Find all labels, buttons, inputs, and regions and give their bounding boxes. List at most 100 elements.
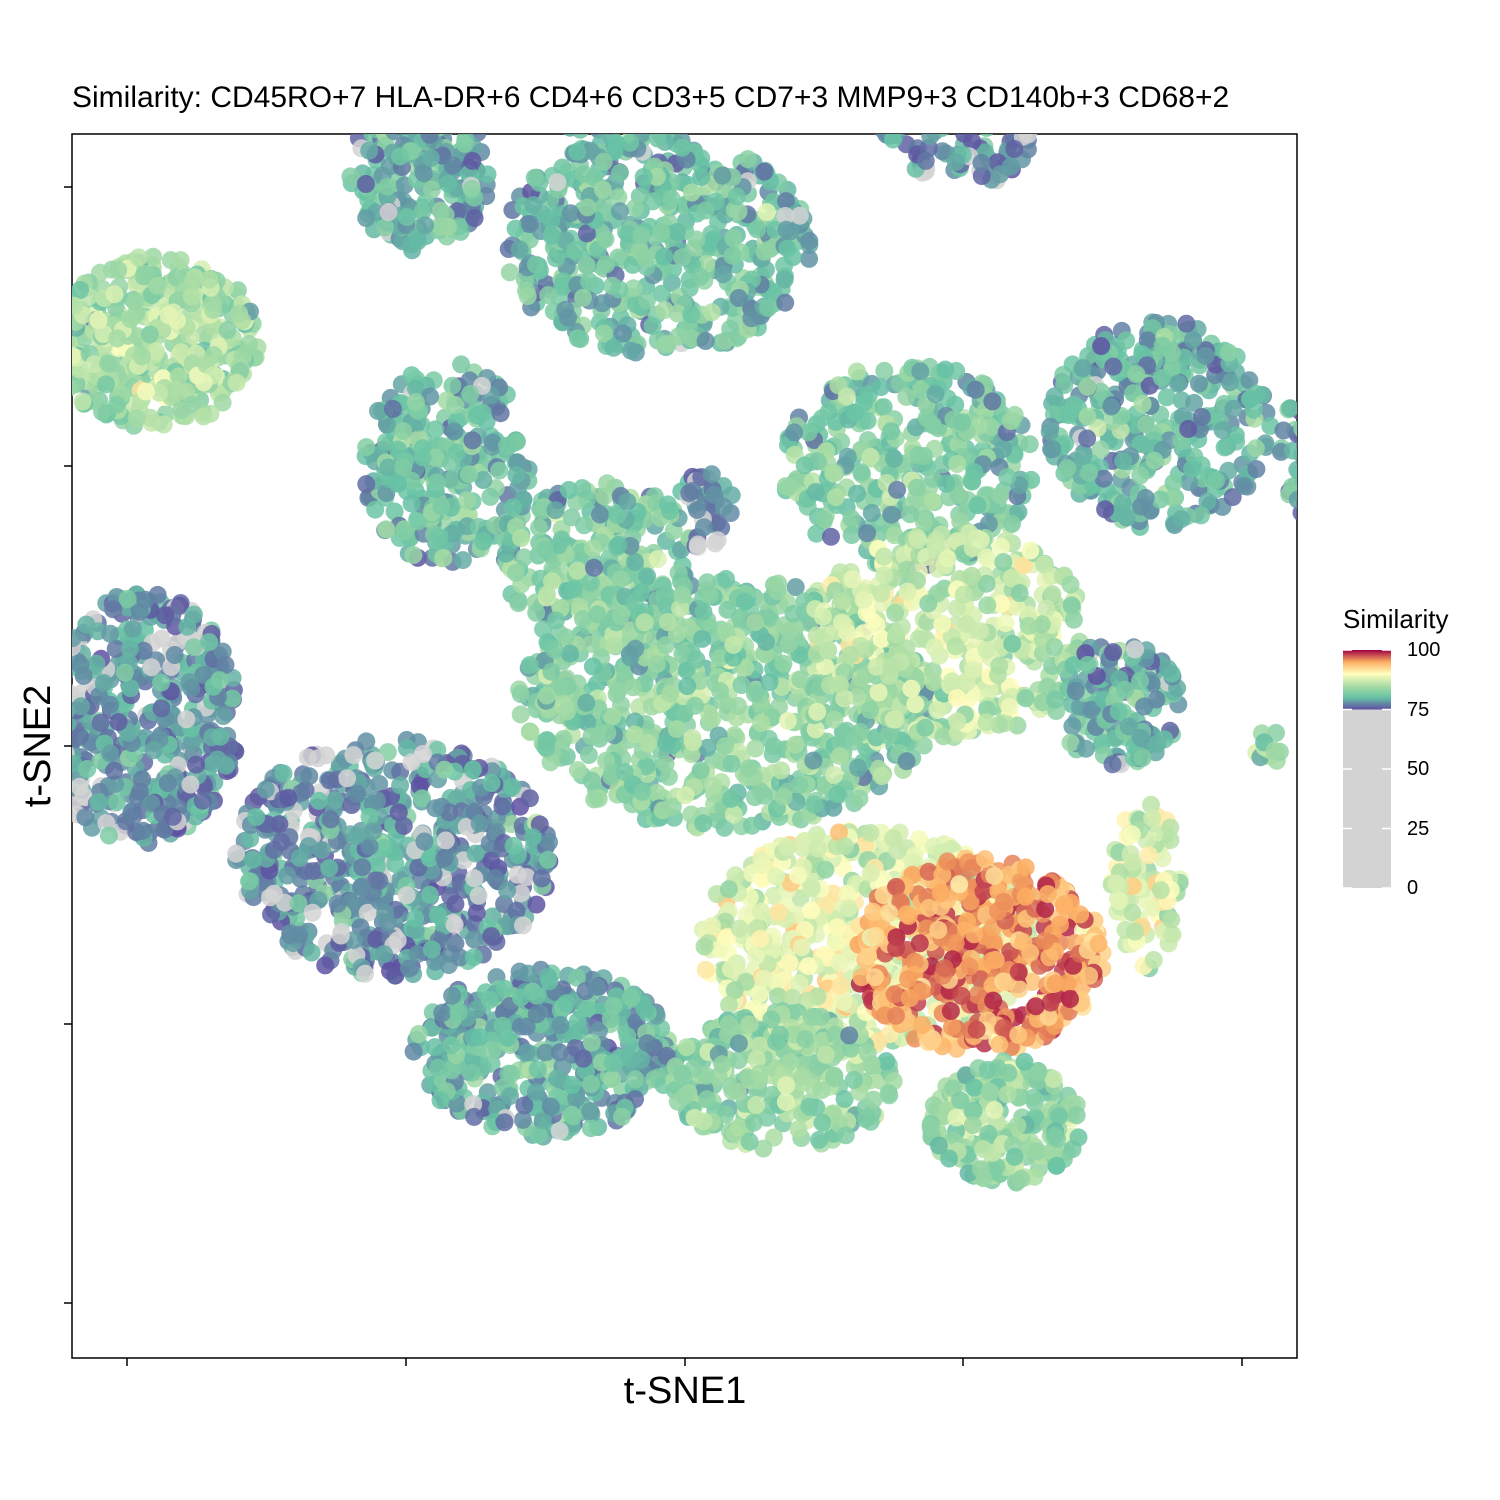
data-point (1092, 337, 1111, 356)
data-point (511, 685, 530, 703)
data-point (680, 279, 699, 298)
data-point (899, 0, 917, 17)
data-point (580, 272, 598, 291)
data-point (721, 319, 740, 338)
data-point (570, 31, 588, 49)
data-point (1387, 362, 1405, 380)
data-point (790, 776, 809, 794)
data-point (1423, 474, 1441, 492)
data-point (888, 480, 907, 499)
data-point (377, 520, 396, 539)
data-point (940, 49, 958, 67)
data-point (512, 529, 531, 548)
data-point (871, 378, 890, 397)
data-point (1331, 445, 1349, 463)
data-point (1044, 0, 1062, 7)
data-point (120, 639, 139, 658)
data-point (521, 723, 540, 742)
data-point (1401, 436, 1419, 454)
data-point (679, 19, 697, 37)
data-point (607, 134, 626, 152)
data-point (561, 204, 580, 223)
data-point (937, 474, 956, 493)
data-point (586, 26, 604, 44)
data-point (1418, 459, 1436, 477)
data-point (1374, 512, 1392, 530)
data-point (194, 666, 213, 685)
data-point (585, 48, 603, 66)
data-point (1420, 516, 1438, 534)
data-point (182, 395, 201, 414)
data-point (1374, 448, 1392, 466)
data-point (535, 540, 554, 559)
data-point (72, 379, 78, 397)
data-point (691, 267, 710, 286)
data-point (512, 50, 530, 68)
data-point (1040, 422, 1059, 441)
data-point (626, 0, 644, 6)
data-point (1288, 490, 1297, 509)
data-point (515, 548, 533, 567)
data-point (901, 21, 919, 39)
data-point (1321, 448, 1339, 466)
data-point (50, 336, 68, 354)
data-point (1350, 415, 1368, 433)
data-point (1078, 378, 1097, 397)
data-point (1392, 526, 1410, 544)
data-point (1183, 459, 1202, 478)
data-point (922, 3, 940, 21)
data-point (216, 655, 235, 674)
data-point (1008, 134, 1013, 135)
data-point (1080, 463, 1099, 482)
data-point (539, 0, 557, 8)
data-point (1311, 479, 1329, 497)
data-point (200, 270, 219, 289)
data-point (1326, 437, 1344, 455)
data-point (1003, 113, 1021, 131)
data-point (1345, 365, 1363, 383)
data-point (735, 592, 754, 611)
data-point (1333, 502, 1351, 520)
data-point (610, 280, 629, 299)
data-point (911, 362, 930, 381)
data-point (1339, 484, 1357, 502)
data-point (1427, 487, 1445, 505)
data-point (876, 0, 894, 15)
data-point (1240, 390, 1259, 409)
data-point (672, 61, 690, 79)
data-point (214, 707, 233, 726)
data-point (606, 0, 624, 13)
data-point (1326, 478, 1344, 496)
data-point (1412, 380, 1430, 398)
data-point (452, 113, 470, 131)
data-point (154, 415, 173, 434)
data-point (668, 60, 686, 78)
data-point (1196, 347, 1215, 365)
data-point (572, 134, 589, 139)
data-point (1326, 452, 1344, 470)
data-point (497, 0, 515, 1)
data-point (757, 203, 776, 222)
data-point (527, 255, 545, 274)
data-point (133, 347, 151, 366)
data-point (1157, 388, 1176, 407)
data-point (357, 438, 376, 457)
data-point (573, 479, 592, 498)
data-point (615, 39, 633, 57)
data-point (626, 16, 644, 34)
data-point (46, 353, 64, 371)
data-point (148, 585, 167, 604)
data-point (911, 62, 929, 80)
data-point (682, 329, 701, 348)
data-point (776, 293, 795, 312)
data-point (385, 502, 404, 521)
data-point (795, 456, 814, 475)
data-point (912, 1, 930, 19)
data-point (968, 496, 987, 515)
data-point (891, 113, 909, 131)
data-point (634, 18, 652, 36)
data-point (659, 50, 677, 68)
data-point (1323, 517, 1341, 535)
data-point (434, 549, 453, 567)
data-point (960, 10, 978, 28)
